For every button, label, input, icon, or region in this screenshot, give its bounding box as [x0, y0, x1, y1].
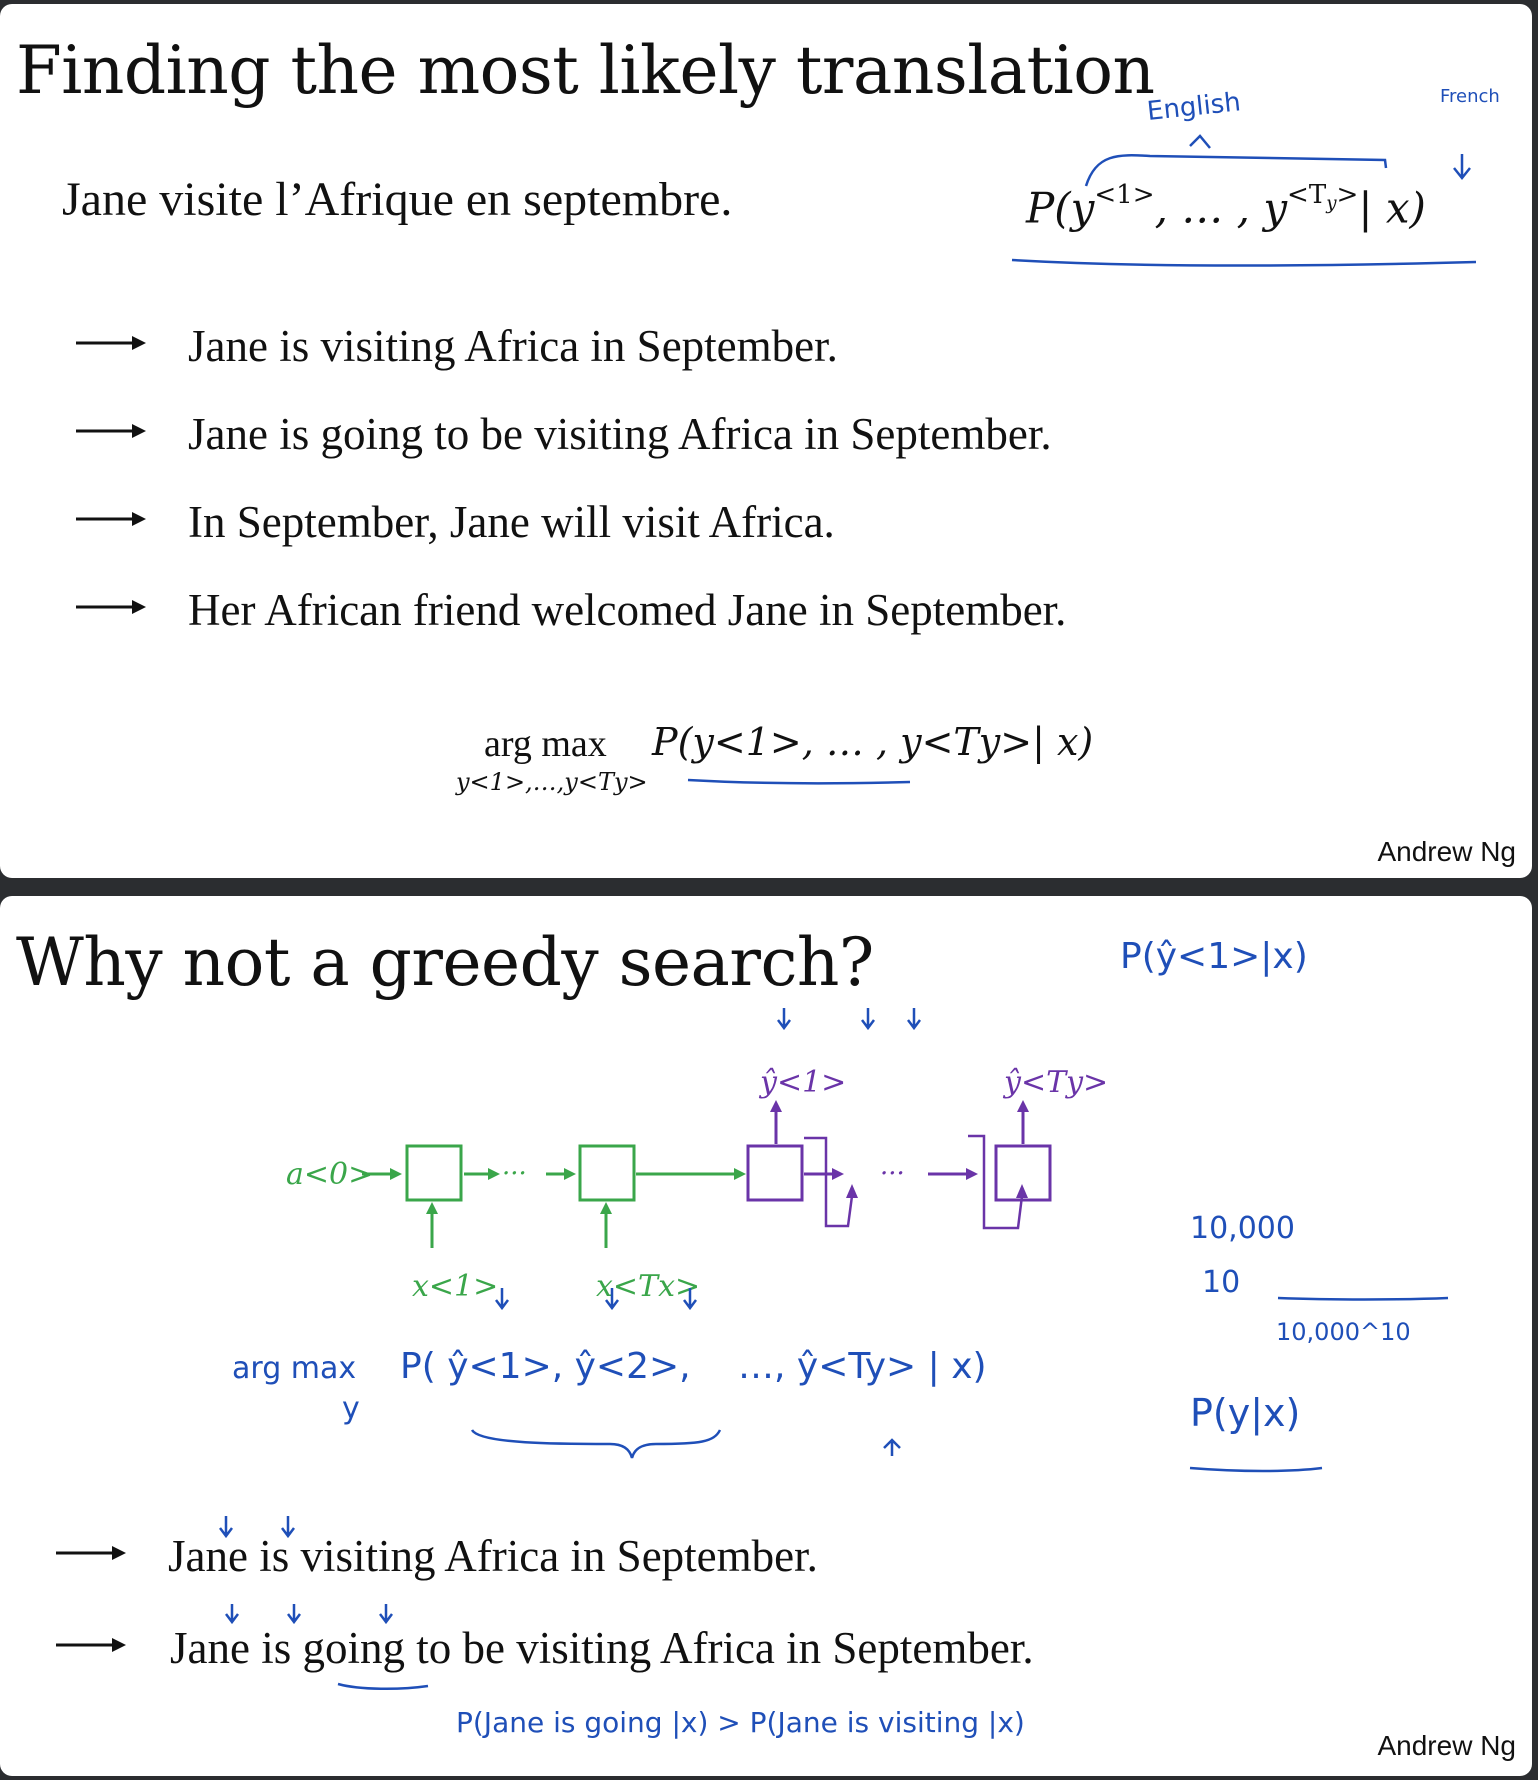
- author-footer: Andrew Ng: [1377, 1730, 1516, 1761]
- source-sentence: Jane visite l’Afrique en septembre.: [62, 173, 733, 226]
- underline: [1011, 258, 1477, 267]
- decoder-cell: [994, 1144, 1052, 1202]
- encoder-cell: [578, 1144, 636, 1202]
- candidate-text: Jane is going to be visiting Africa in S…: [170, 1623, 1034, 1673]
- svg-text:···: ···: [502, 1159, 527, 1189]
- right-arrow-icon: [56, 1638, 126, 1652]
- slide-why-not-greedy-search: Why not a greedy search? a<0> ··· x<1> x…: [0, 896, 1532, 1776]
- x1-label: x<1>: [412, 1269, 498, 1304]
- xTx-label: x<Tx>: [596, 1269, 700, 1304]
- down-arrow-icon: [1453, 154, 1471, 181]
- list-item: Jane is visiting Africa in September.: [76, 318, 838, 371]
- list-item: Jane is visiting Africa in September.: [56, 1528, 818, 1581]
- candidate-text: Jane is visiting Africa in September.: [168, 1531, 818, 1581]
- right-arrow-icon: [76, 512, 146, 526]
- french-annotation: French: [1440, 86, 1500, 107]
- list-item: Her African friend welcomed Jane in Sept…: [76, 582, 1066, 635]
- yhatTy-label: ŷ<Ty>: [1002, 1065, 1108, 1100]
- list-item: In September, Jane will visit Africa.: [76, 494, 835, 547]
- english-annotation: English: [1146, 87, 1243, 127]
- candidate-text: In September, Jane will visit Africa.: [188, 497, 835, 547]
- a0-label: a<0>: [286, 1157, 373, 1192]
- argmax-subscript: y<1>,…,y<Ty>: [456, 768, 648, 796]
- list-item: Jane is going to be visiting Africa in S…: [56, 1620, 1034, 1673]
- encoder-cell: [405, 1144, 463, 1202]
- underline: [687, 778, 911, 785]
- argmax-operator: arg max: [484, 723, 607, 765]
- candidate-text: Her African friend welcomed Jane in Sept…: [188, 585, 1067, 635]
- slide-title: Why not a greedy search?: [16, 924, 874, 1001]
- svg-text:···: ···: [880, 1159, 905, 1189]
- yhat1-label: ŷ<1>: [758, 1065, 846, 1100]
- slide-title: Finding the most likely translation: [16, 32, 1155, 109]
- argmax-probability: P(y<1>, … , y<Ty>| x): [652, 720, 1094, 764]
- author-footer: Andrew Ng: [1377, 836, 1516, 867]
- right-arrow-icon: [76, 336, 146, 350]
- right-arrow-icon: [56, 1546, 126, 1560]
- decoder-cell: [746, 1144, 804, 1202]
- slide-finding-most-likely-translation: Finding the most likely translation Jane…: [0, 4, 1532, 878]
- conditional-probability: P(y<1>, … , y<Ty>| x): [1026, 180, 1426, 233]
- list-item: Jane is going to be visiting Africa in S…: [76, 406, 1052, 459]
- candidate-text: Jane is going to be visiting Africa in S…: [188, 409, 1052, 459]
- right-arrow-icon: [76, 424, 146, 438]
- candidate-text: Jane is visiting Africa in September.: [188, 321, 838, 371]
- rnn-decoder-diagram: a<0> ··· x<1> x<Tx> ŷ<1> ŷ<Ty> ···: [286, 1065, 1108, 1304]
- right-arrow-icon: [76, 600, 146, 614]
